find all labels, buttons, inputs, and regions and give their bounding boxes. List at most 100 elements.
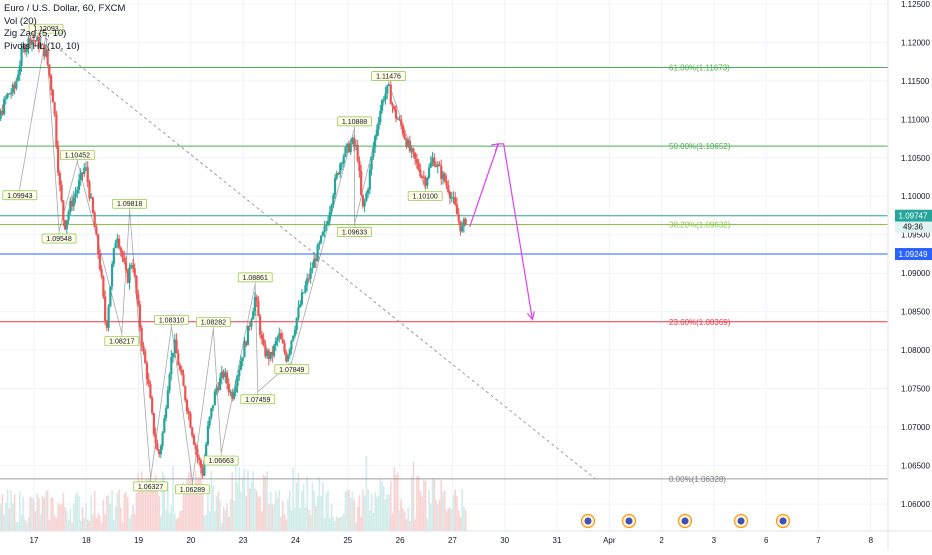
candle-body	[60, 184, 63, 201]
volume-bar	[207, 487, 209, 531]
time-tick-label: 3	[712, 536, 717, 545]
candle-body	[266, 350, 269, 357]
pivot-label-text: 1.08861	[243, 275, 268, 282]
volume-bar	[212, 485, 214, 531]
indicator-volume[interactable]: Vol (20)	[4, 15, 37, 27]
volume-bar	[29, 496, 32, 531]
symbol-title[interactable]: Euro / U.S. Dollar, 60, FXCM	[4, 3, 126, 14]
volume-bar	[142, 488, 145, 531]
candle-body	[367, 189, 370, 194]
candle-body	[408, 140, 412, 152]
chart-legend: Euro / U.S. Dollar, 60, FXCM Vol (20) Zi…	[4, 3, 125, 53]
volume-bar	[226, 503, 228, 531]
price-scale-bg	[888, 0, 932, 531]
volume-bar	[69, 508, 72, 531]
price-scale[interactable]: 1.12500 1.12000 1.11500 1.11000 1.10500 1.100…	[887, 0, 932, 550]
candle-body	[4, 97, 7, 100]
candle-body	[382, 99, 385, 101]
candle-body	[328, 211, 331, 221]
candle-body	[144, 351, 147, 364]
volume-bar	[275, 491, 277, 531]
volume-bar	[147, 477, 150, 531]
candle-body	[76, 189, 79, 194]
volume-bar	[160, 515, 162, 531]
trend-line[interactable]	[45, 38, 596, 480]
pivot-label-text: 1.09548	[46, 236, 71, 243]
candle-body	[304, 285, 307, 293]
volume-bar	[269, 491, 272, 531]
volume-bar	[386, 494, 389, 531]
candle-body	[39, 44, 42, 48]
indicator-pivots[interactable]: Pivots HL (10, 10)	[4, 40, 80, 52]
volume-bar	[215, 496, 218, 531]
time-scale[interactable]: 17 18 19 20 23 24 25 26 27 30 31 Apr 2 3 6 7 8	[0, 530, 932, 545]
volume-bar	[376, 497, 378, 531]
volume-bar	[247, 470, 249, 531]
candle-body	[161, 432, 164, 446]
candle-body	[245, 341, 248, 346]
candle-body	[191, 427, 194, 436]
candle-body	[166, 390, 169, 409]
candle-body	[278, 333, 281, 338]
volume-bar	[71, 522, 73, 531]
volume-bar	[231, 472, 234, 531]
countdown-badge	[895, 221, 932, 233]
dashed-trendline[interactable]	[45, 38, 596, 480]
candle-body	[227, 383, 230, 392]
countdown-text: 49:36	[903, 223, 924, 232]
volume-bar	[299, 508, 301, 531]
economic-events[interactable]	[580, 513, 791, 529]
volume-bar	[325, 493, 328, 531]
projection-path[interactable]	[469, 143, 535, 321]
volume-bar	[295, 482, 298, 531]
candle-body	[260, 334, 263, 340]
candle-body	[351, 137, 354, 144]
volume-bar	[153, 490, 155, 531]
pivot-label-text: 1.09818	[117, 201, 142, 208]
candle-body	[321, 232, 324, 236]
candle-body	[135, 275, 138, 294]
volume-bar	[254, 488, 256, 531]
volume-bar	[400, 499, 403, 531]
volume-bar	[168, 512, 171, 531]
candle-body	[23, 45, 27, 53]
volume-bar	[351, 491, 354, 531]
time-tick-label: 18	[82, 536, 91, 545]
volume-bar	[222, 506, 225, 531]
candle-body	[84, 167, 88, 169]
volume-bar	[389, 481, 392, 531]
volume-bar	[10, 490, 12, 531]
candle-body	[407, 140, 410, 147]
volume-bar	[229, 498, 232, 531]
volume-bar	[182, 482, 185, 531]
time-tick-label: 27	[448, 536, 457, 545]
candle-body	[72, 197, 75, 207]
candle-body	[91, 197, 95, 213]
candle-body	[354, 144, 358, 146]
volume-bar	[59, 504, 61, 531]
candle-body	[22, 45, 25, 49]
candle-body	[436, 164, 439, 167]
volume-bar	[435, 500, 437, 531]
volume-bar	[163, 475, 166, 531]
volume-bar	[421, 496, 423, 531]
candle-body	[3, 99, 6, 115]
pivot-label-box	[28, 23, 64, 34]
candle-body	[316, 245, 319, 262]
indicator-zigzag[interactable]: Zig Zag (5, 10)	[4, 28, 67, 39]
candle-body	[198, 457, 201, 461]
candle-body	[140, 327, 143, 346]
fibonacci-retracement[interactable]: 61.80%(1.11673) 50.00%(1.10652) 38.20%(1.0…	[0, 63, 888, 484]
horizontal-lines[interactable]	[0, 215, 888, 255]
volume-bar	[144, 491, 146, 531]
projection-line[interactable]	[469, 143, 533, 320]
volume-bar	[6, 489, 9, 531]
volume-bar	[106, 495, 108, 531]
volume-bar	[165, 509, 167, 531]
volume-bar	[416, 476, 418, 531]
candle-body	[34, 40, 37, 42]
volume-bar	[240, 491, 242, 531]
zigzag-line	[19, 35, 426, 482]
